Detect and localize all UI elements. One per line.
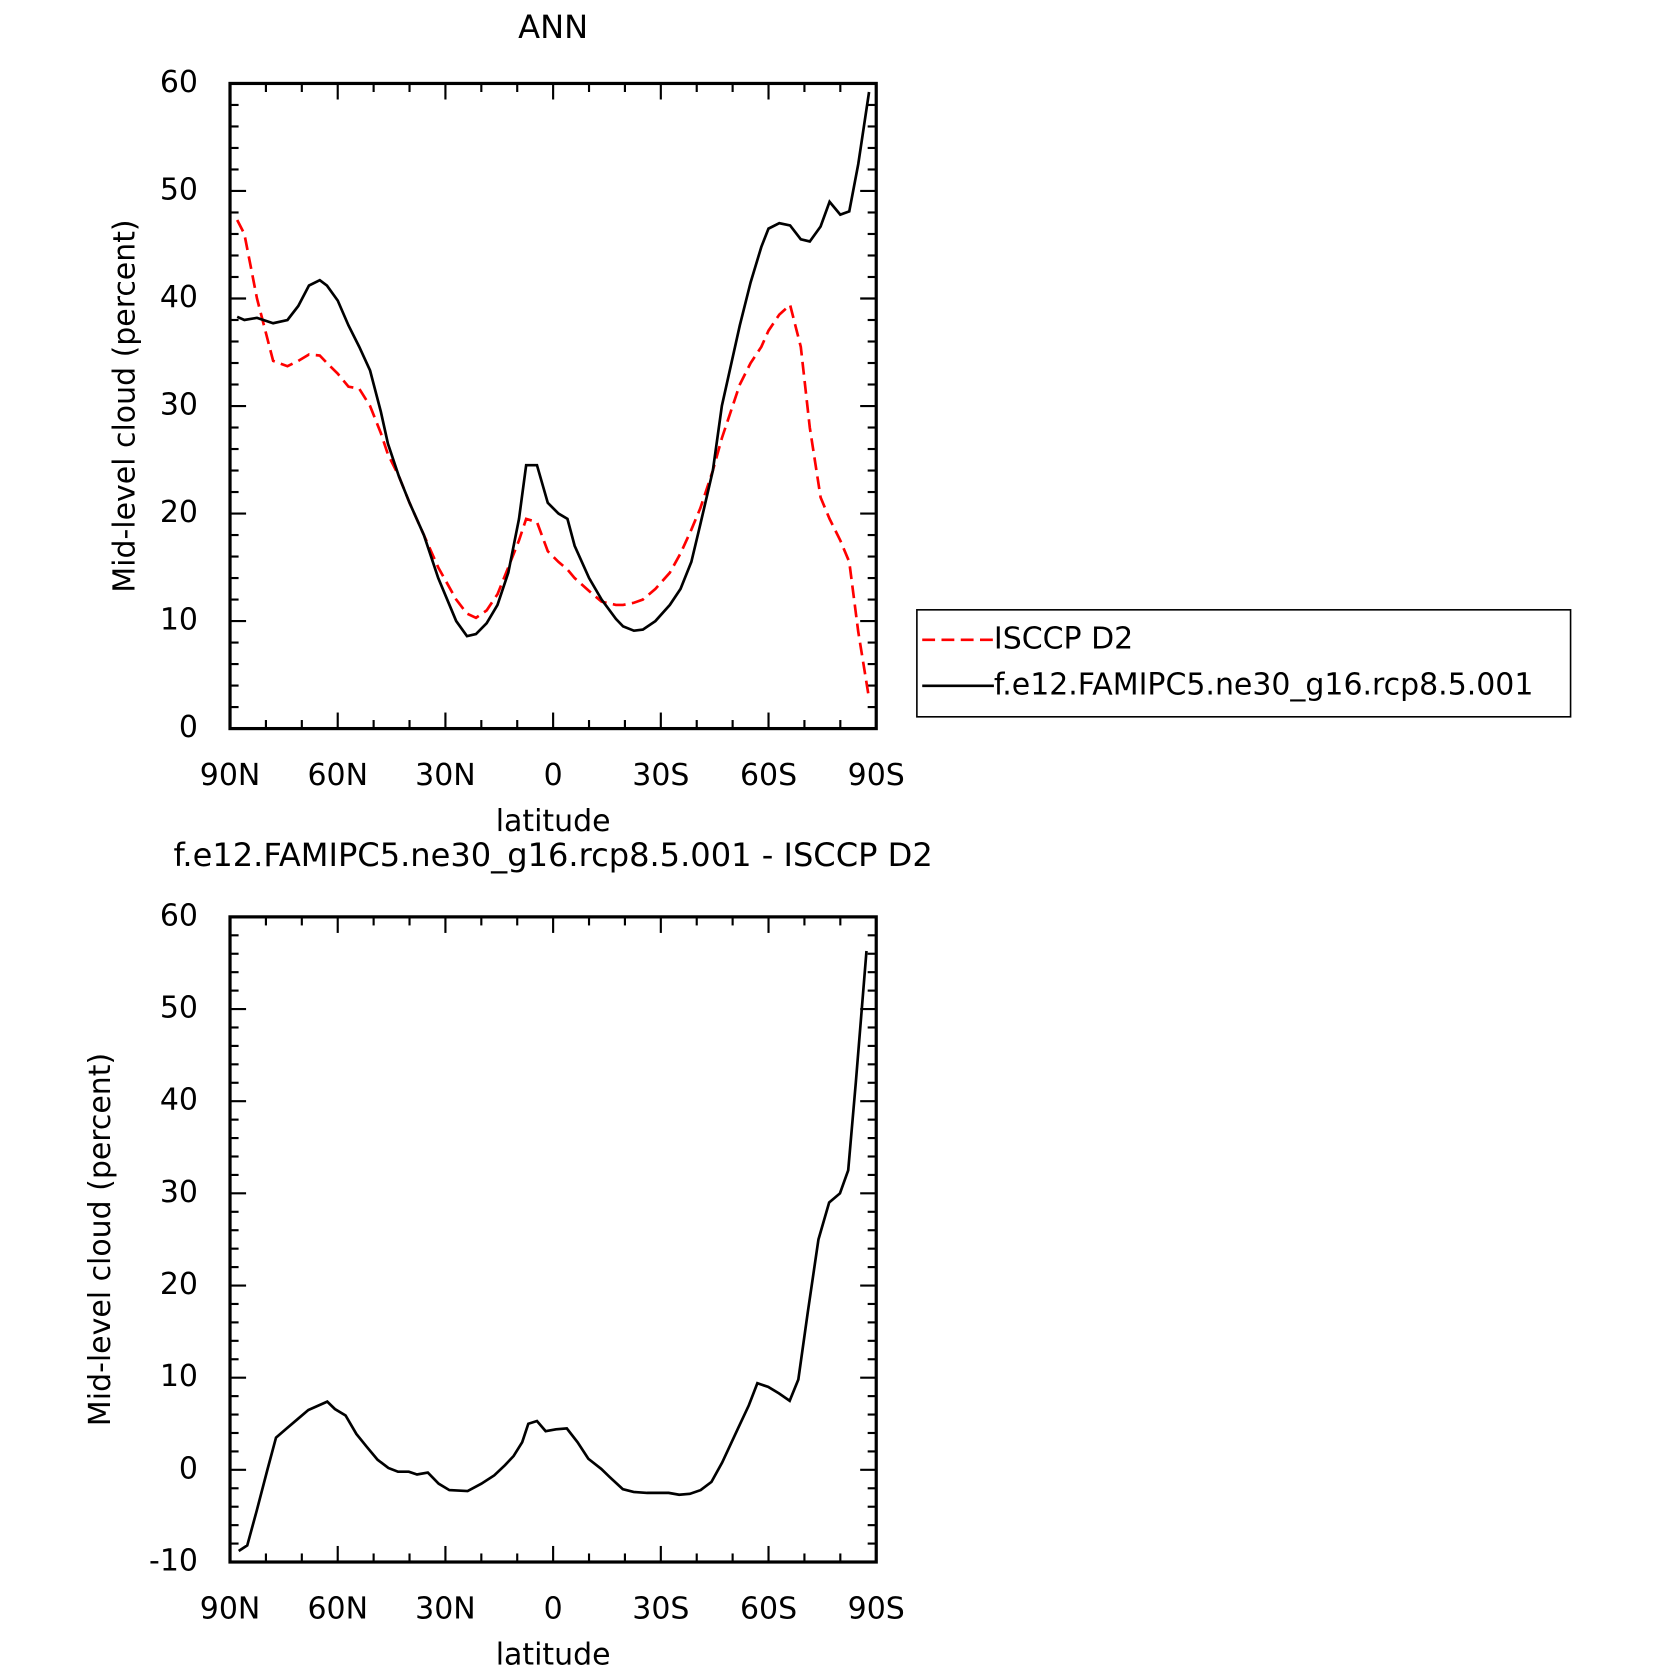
y-tick-label: 30 [160, 1175, 198, 1210]
data-line [235, 219, 871, 699]
x-tick-label: 90S [848, 758, 905, 793]
y-tick-label: 50 [160, 991, 198, 1026]
y-tick-label: -10 [149, 1544, 198, 1579]
y-tick-label: 40 [160, 1083, 198, 1118]
y-axis-label: Mid-level cloud (percent) [108, 219, 143, 592]
y-tick-label: 60 [160, 65, 198, 100]
y-tick-label: 10 [160, 1359, 198, 1394]
y-tick-label: 0 [179, 710, 198, 745]
data-line [237, 950, 868, 1553]
x-tick-label: 0 [544, 1592, 563, 1627]
y-tick-label: 60 [160, 898, 198, 933]
x-tick-label: 60N [307, 758, 368, 793]
plot-frame [228, 915, 878, 1564]
x-tick-label: 30N [415, 758, 476, 793]
y-axis-label: Mid-level cloud (percent) [83, 1053, 118, 1426]
chart-title: ANN [518, 8, 588, 46]
legend-label: ISCCP D2 [994, 621, 1133, 656]
y-tick-label: 20 [160, 1267, 198, 1302]
y-tick-label: 30 [160, 388, 198, 423]
x-axis-label: latitude [496, 804, 611, 839]
plot-frame [228, 81, 878, 731]
y-tick-label: 20 [160, 495, 198, 530]
y-tick-label: 10 [160, 603, 198, 638]
x-tick-label: 30N [415, 1592, 476, 1627]
x-tick-label: 60S [740, 1592, 797, 1627]
x-tick-label: 60S [740, 758, 797, 793]
x-tick-label: 30S [632, 758, 689, 793]
y-tick-label: 50 [160, 172, 198, 207]
data-line [236, 91, 871, 638]
y-tick-label: 40 [160, 280, 198, 315]
y-tick-label: 0 [179, 1451, 198, 1486]
legend-label: f.e12.FAMIPC5.ne30_g16.rcp8.5.001 [994, 667, 1534, 702]
x-axis-label: latitude [496, 1638, 611, 1669]
x-tick-label: 90N [200, 758, 261, 793]
x-tick-label: 90S [848, 1592, 905, 1627]
x-tick-label: 60N [307, 1592, 368, 1627]
x-tick-label: 90N [200, 1592, 261, 1627]
legend-box [916, 609, 1572, 718]
x-tick-label: 30S [632, 1592, 689, 1627]
chart-title: f.e12.FAMIPC5.ne30_g16.rcp8.5.001 - ISCC… [173, 836, 932, 874]
x-tick-label: 0 [544, 758, 563, 793]
